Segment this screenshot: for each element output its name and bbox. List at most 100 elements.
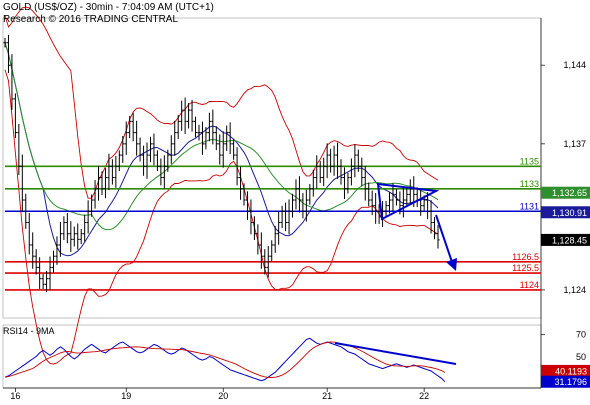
price-bar xyxy=(27,213,31,255)
price-bar xyxy=(335,142,340,179)
y-tick-label: 1,137 xyxy=(563,139,586,149)
price-bar xyxy=(62,216,66,241)
rsi-title: RSI14 - 9MA xyxy=(3,326,55,336)
indicator-tag-ma_slow xyxy=(541,186,590,199)
x-tick-label: 21 xyxy=(322,391,332,400)
price-bar xyxy=(121,135,125,163)
price-bar xyxy=(339,159,343,185)
bollinger-lower xyxy=(4,69,439,365)
bollinger-upper xyxy=(4,6,439,199)
price-bar xyxy=(315,155,319,189)
chart-subtitle: Research © 2016 TRADING CENTRAL xyxy=(3,14,179,25)
price-bar xyxy=(252,216,257,241)
price-bar xyxy=(297,176,302,213)
price-bar xyxy=(24,193,28,229)
price-bar xyxy=(408,179,412,204)
price-bar xyxy=(145,142,149,179)
price-bar xyxy=(96,165,101,201)
price-bar xyxy=(31,232,35,269)
projection-arrowhead xyxy=(446,258,457,271)
price-bar xyxy=(308,184,312,205)
rsi-value-label: 31.1796 xyxy=(554,377,587,387)
moving-averages xyxy=(4,42,439,257)
price-bar xyxy=(79,229,83,245)
triangle-pattern xyxy=(376,182,440,221)
moving-average-fast xyxy=(4,42,439,257)
price-bar xyxy=(207,112,211,142)
price-bar xyxy=(155,150,160,172)
price-bar xyxy=(138,137,142,162)
price-bar xyxy=(200,121,205,155)
price-bar xyxy=(76,223,80,250)
price-bar xyxy=(162,155,166,189)
price-bar xyxy=(360,157,364,187)
price-bar xyxy=(225,125,229,151)
price-bar xyxy=(263,249,267,275)
rsi-y-tick-label-hidden: 50 xyxy=(576,352,586,362)
price-bar xyxy=(17,123,21,175)
price-bar xyxy=(180,100,184,131)
level-label-1124: 1124 xyxy=(520,280,539,290)
price-bar xyxy=(103,168,108,199)
price-bar xyxy=(235,147,239,186)
price-bar xyxy=(387,192,392,214)
price-bar xyxy=(55,236,59,265)
price-bar xyxy=(186,103,191,129)
price-bar xyxy=(3,38,7,48)
price-bar xyxy=(128,115,132,139)
rsi-trendline xyxy=(334,342,457,365)
price-bar xyxy=(353,144,357,178)
price-bar xyxy=(374,193,378,224)
x-tick-label: 22 xyxy=(419,391,429,400)
price-bar xyxy=(356,149,360,172)
price-bar xyxy=(93,180,97,209)
price-bar xyxy=(377,204,381,224)
price-bar xyxy=(135,120,139,156)
price-bar xyxy=(238,166,243,200)
price-bar xyxy=(131,112,135,142)
indicator-tag-label: 1,132.65 xyxy=(552,188,587,198)
price-bar xyxy=(311,169,315,197)
price-bar xyxy=(107,153,111,191)
y-tick-label: 1,144 xyxy=(563,60,586,70)
price-bar xyxy=(10,54,14,110)
price-bar xyxy=(110,159,114,185)
price-bar xyxy=(6,34,11,74)
price-bar xyxy=(166,149,170,172)
x-tick-label: 20 xyxy=(218,391,228,400)
price-bar xyxy=(436,225,440,249)
price-bar xyxy=(51,250,56,273)
price-bar xyxy=(266,245,270,278)
price-bar xyxy=(86,200,90,234)
projection-arrow xyxy=(435,214,453,263)
price-bar xyxy=(259,232,263,269)
rsi-value-tag-rsi xyxy=(541,375,590,388)
price-bars xyxy=(3,34,440,293)
price-bar xyxy=(287,199,291,235)
price-bar xyxy=(114,156,118,188)
price-bar xyxy=(363,165,367,201)
price-bar xyxy=(342,167,347,200)
price-bar xyxy=(332,145,336,176)
price-bar xyxy=(65,213,69,244)
price-bar xyxy=(148,136,153,163)
price-bar xyxy=(152,133,156,166)
price-bar xyxy=(401,188,405,218)
indicator-tag-label: 1,130.91 xyxy=(552,208,587,218)
price-bar xyxy=(415,187,419,208)
rsi-panel-frame xyxy=(2,324,542,389)
annotations xyxy=(376,182,457,271)
price-bar xyxy=(124,121,128,155)
price-bar xyxy=(169,135,173,164)
price-bar xyxy=(34,249,38,275)
level-label-1126.5: 1126.5 xyxy=(512,252,539,262)
x-tick-label: 19 xyxy=(121,391,131,400)
price-bar xyxy=(20,154,24,212)
bollinger-bands xyxy=(4,6,439,365)
indicator-tag-ma_fast xyxy=(541,206,590,219)
y-tick-label: 1,124 xyxy=(563,285,586,295)
chart-title: GOLD (US$/OZ) - 30min - 7:04:09 AM (UTC+… xyxy=(3,2,214,13)
